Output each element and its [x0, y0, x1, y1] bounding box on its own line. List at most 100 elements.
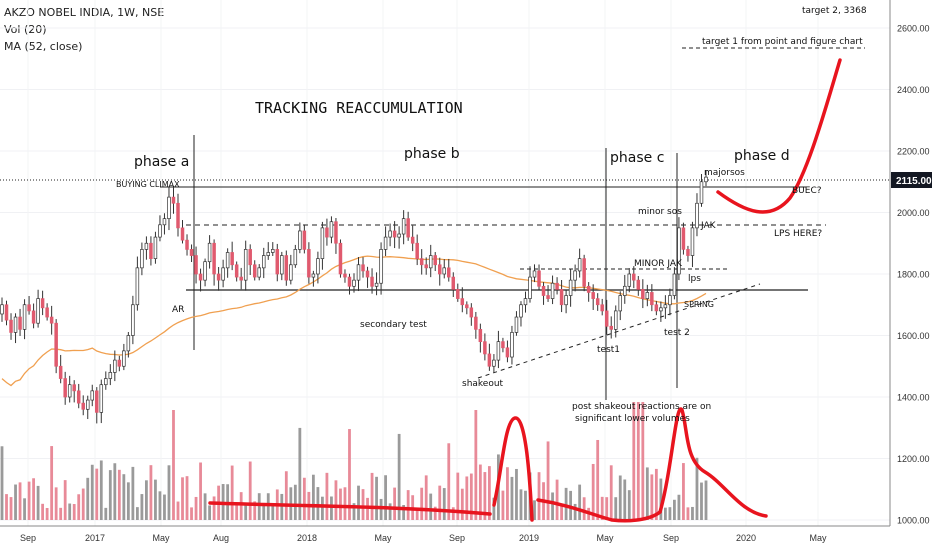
candle-body-up — [510, 332, 514, 358]
candle — [293, 244, 298, 268]
candle-body-down — [117, 359, 122, 367]
candle — [90, 384, 95, 407]
volume-bar — [424, 475, 428, 520]
candle-body-down — [686, 249, 690, 256]
time-tick-label: Sep — [663, 533, 679, 543]
volume-bar — [248, 461, 252, 520]
time-axis[interactable]: Sep 2017 May Aug 2018 May Sep 2019 May Sep 2020 May — [20, 533, 827, 543]
candle — [113, 350, 117, 382]
candle-body-down — [27, 304, 31, 312]
volume-bar — [253, 501, 257, 520]
volume-bar — [54, 487, 58, 520]
target1-label: target 1 from point and figure chart — [702, 37, 863, 47]
candle — [478, 323, 483, 353]
volume-bar — [149, 465, 153, 520]
price-tick-label: 2600.00 — [897, 24, 930, 34]
candle-body-down — [239, 276, 243, 281]
candle — [72, 380, 76, 403]
volume-bar — [357, 485, 360, 520]
candle-body-up — [564, 295, 568, 306]
price-tick-label: 1800.00 — [897, 270, 930, 280]
candle-body-up — [140, 249, 144, 269]
price-tick-label: 2000.00 — [897, 208, 930, 218]
candle-body-up — [627, 273, 632, 287]
price-tick-label: 2400.00 — [897, 85, 930, 95]
candle — [243, 240, 248, 291]
lps-here-label: LPS HERE? — [774, 229, 822, 239]
price-axis[interactable]: 1000.00 1200.00 1400.00 1600.00 1800.00 2000.… — [897, 24, 930, 526]
candle — [379, 242, 383, 295]
candle — [27, 296, 31, 315]
candle — [329, 216, 334, 244]
candle-body-down — [582, 258, 586, 287]
candle-body-up — [699, 181, 704, 204]
volume-bar — [194, 496, 198, 520]
candle-body-up — [243, 249, 248, 281]
volume-bar — [636, 402, 640, 520]
volume-bar — [27, 481, 31, 520]
phase-a-label: phase a — [134, 154, 189, 170]
volume-bar — [280, 493, 284, 520]
volume-bar — [235, 503, 239, 520]
jak-label: JAK — [700, 221, 717, 231]
annotations: TRACKING REACCUMULATION target 2, 3368 t… — [116, 6, 867, 424]
candle-body-up — [225, 252, 230, 269]
volume-bar — [659, 478, 663, 520]
candle — [63, 371, 67, 405]
candle — [9, 313, 13, 340]
candle-body-down — [365, 270, 370, 278]
candle — [428, 244, 433, 278]
volume-bar — [524, 490, 527, 520]
volume-trend-mid — [536, 498, 662, 523]
volume-bar — [465, 476, 469, 520]
candle — [623, 274, 627, 304]
volume-bar — [325, 472, 329, 520]
candle-body-down — [555, 282, 559, 290]
candle-body-up — [383, 236, 388, 250]
candle — [577, 248, 582, 278]
candle-body-down — [604, 310, 609, 327]
volume-bar — [126, 482, 130, 520]
candle-body-up — [293, 249, 298, 266]
candle — [519, 301, 523, 327]
candle-body-up — [113, 359, 117, 373]
candle — [334, 217, 338, 254]
candle — [99, 379, 104, 424]
volume-bar — [199, 462, 202, 520]
candle-body-down — [9, 319, 13, 333]
candle-body-down — [469, 307, 474, 318]
candle-body-down — [4, 304, 9, 321]
volume-bar — [456, 472, 460, 520]
candle — [677, 217, 681, 281]
candle — [180, 220, 185, 244]
test1-label: test1 — [597, 345, 620, 355]
candle — [406, 211, 410, 241]
volume-bar — [492, 497, 496, 520]
candle — [261, 247, 266, 279]
time-tick-label: May — [374, 533, 392, 543]
candle-body-down — [654, 304, 659, 312]
candle — [153, 231, 158, 264]
volume-bar — [487, 466, 491, 520]
grid — [0, 0, 890, 526]
candle — [388, 223, 392, 247]
candle — [0, 297, 4, 322]
volume-bar — [641, 402, 645, 520]
volume-bar — [36, 485, 40, 520]
candle-body-down — [194, 255, 198, 275]
volume-bar — [14, 484, 17, 520]
volume-bar — [145, 480, 148, 520]
volume-note-line2: significant lower volumes — [575, 414, 690, 424]
candle-body-up — [577, 258, 582, 272]
candle — [230, 241, 234, 271]
candle — [352, 273, 356, 293]
candle-body-up — [135, 267, 140, 306]
candle-body-down — [456, 289, 460, 299]
candle-body-down — [307, 249, 311, 278]
candle-body-up — [221, 267, 225, 281]
candle-body-up — [320, 227, 325, 259]
volume-bar — [564, 487, 568, 520]
candle — [496, 330, 501, 369]
candle-body-up — [162, 218, 167, 226]
